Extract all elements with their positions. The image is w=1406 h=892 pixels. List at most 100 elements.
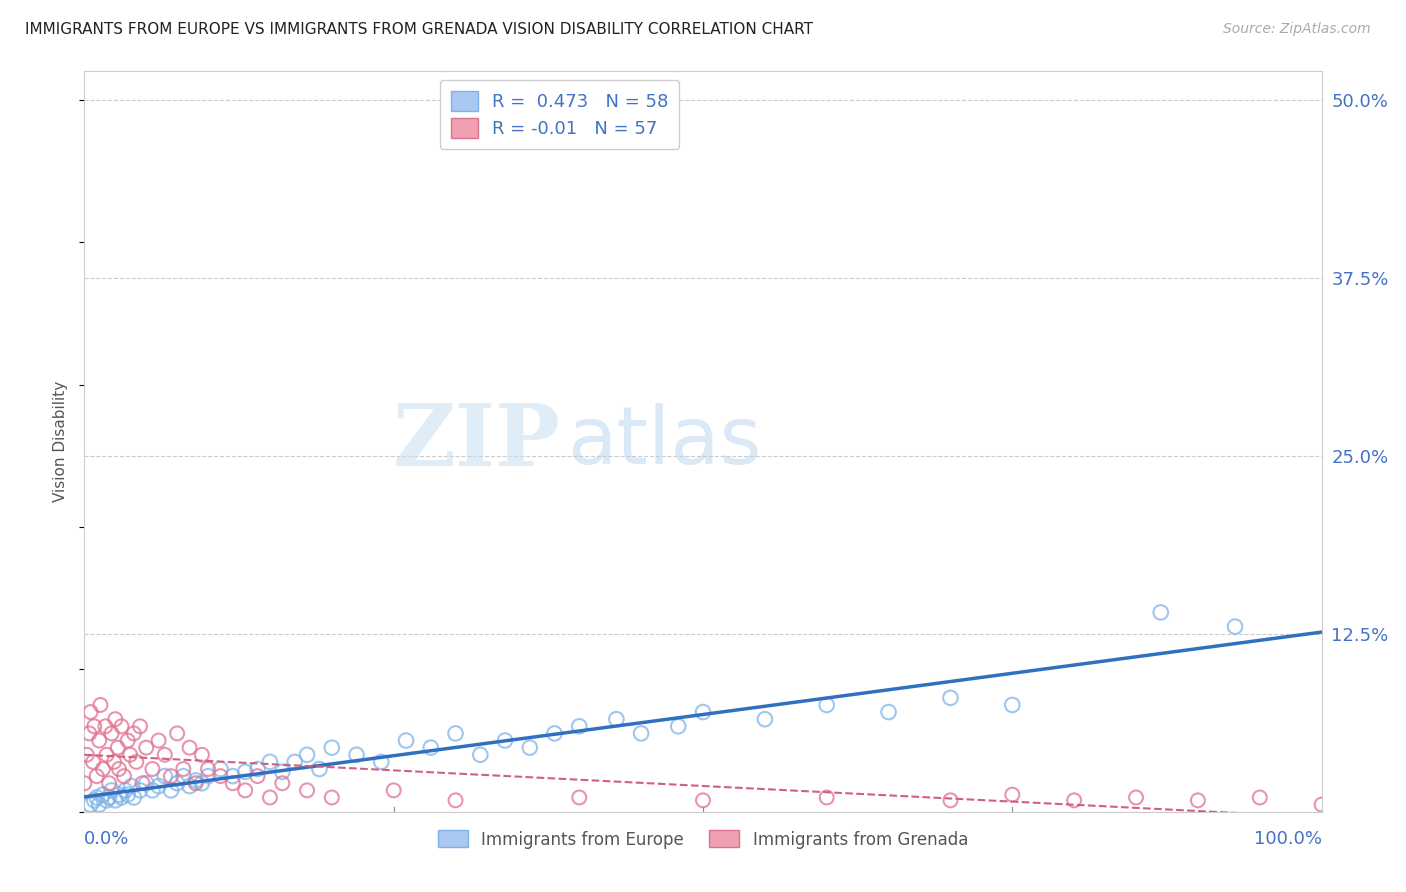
Point xyxy=(346,747,368,762)
Point xyxy=(179,779,201,793)
Point xyxy=(419,740,441,755)
Point xyxy=(120,779,142,793)
Point xyxy=(1001,698,1024,712)
Point xyxy=(191,747,214,762)
Point xyxy=(382,783,405,797)
Point xyxy=(131,776,153,790)
Point xyxy=(815,698,838,712)
Point xyxy=(148,733,170,747)
Point xyxy=(100,783,122,797)
Point xyxy=(815,790,838,805)
Point xyxy=(89,698,111,712)
Point xyxy=(89,733,111,747)
Point xyxy=(96,747,118,762)
Point xyxy=(104,712,127,726)
Point xyxy=(114,783,136,797)
Point xyxy=(191,776,214,790)
Point xyxy=(108,788,131,802)
Point xyxy=(284,755,307,769)
Point xyxy=(86,769,108,783)
Point xyxy=(141,783,163,797)
Point xyxy=(108,762,131,776)
Point xyxy=(308,762,330,776)
Point xyxy=(197,769,219,783)
Point xyxy=(184,773,207,788)
Point xyxy=(100,726,122,740)
Point xyxy=(1187,793,1209,807)
Point xyxy=(295,783,318,797)
Text: 0.0%: 0.0% xyxy=(84,830,129,848)
Point xyxy=(246,762,269,776)
Text: ZIP: ZIP xyxy=(392,400,561,483)
Point xyxy=(1125,790,1147,805)
Point xyxy=(370,755,392,769)
Point xyxy=(94,719,117,733)
Point xyxy=(91,788,114,802)
Point xyxy=(754,712,776,726)
Point xyxy=(79,726,101,740)
Point xyxy=(110,790,132,805)
Point xyxy=(494,733,516,747)
Text: IMMIGRANTS FROM EUROPE VS IMMIGRANTS FROM GRENADA VISION DISABILITY CORRELATION : IMMIGRANTS FROM EUROPE VS IMMIGRANTS FRO… xyxy=(25,22,813,37)
Point xyxy=(110,719,132,733)
Point xyxy=(321,740,343,755)
Point xyxy=(877,705,900,719)
Point xyxy=(295,747,318,762)
Point xyxy=(79,705,101,719)
Point xyxy=(148,779,170,793)
Point xyxy=(271,776,294,790)
Point xyxy=(135,740,157,755)
Point xyxy=(209,769,232,783)
Point xyxy=(179,740,201,755)
Point xyxy=(222,776,245,790)
Point xyxy=(184,776,207,790)
Point xyxy=(98,776,121,790)
Point xyxy=(89,797,111,812)
Text: atlas: atlas xyxy=(567,402,761,481)
Point xyxy=(470,747,492,762)
Point xyxy=(153,769,176,783)
Point xyxy=(568,790,591,805)
Point xyxy=(1223,619,1246,633)
Point xyxy=(1310,797,1333,812)
Point xyxy=(83,793,105,807)
Point xyxy=(129,783,152,797)
Point xyxy=(209,762,232,776)
Point xyxy=(666,719,689,733)
Point xyxy=(939,690,962,705)
Point xyxy=(939,793,962,807)
Point xyxy=(73,776,96,790)
Point xyxy=(692,793,714,807)
Point xyxy=(125,755,148,769)
Point xyxy=(259,790,281,805)
Point xyxy=(86,790,108,805)
Point xyxy=(259,755,281,769)
Point xyxy=(141,762,163,776)
Point xyxy=(233,783,256,797)
Point xyxy=(160,783,183,797)
Point xyxy=(543,726,565,740)
Point xyxy=(135,776,157,790)
Point xyxy=(166,726,188,740)
Point xyxy=(91,762,114,776)
Point xyxy=(1001,788,1024,802)
Point xyxy=(117,733,139,747)
Point xyxy=(96,793,118,807)
Point xyxy=(103,755,125,769)
Point xyxy=(98,790,121,805)
Point xyxy=(1063,793,1085,807)
Point xyxy=(233,764,256,779)
Point xyxy=(605,712,627,726)
Point xyxy=(76,747,98,762)
Y-axis label: Vision Disability: Vision Disability xyxy=(53,381,69,502)
Point xyxy=(83,719,105,733)
Point xyxy=(122,790,145,805)
Point xyxy=(122,726,145,740)
Point xyxy=(519,740,541,755)
Text: Source: ZipAtlas.com: Source: ZipAtlas.com xyxy=(1223,22,1371,37)
Point xyxy=(630,726,652,740)
Point xyxy=(120,747,142,762)
Point xyxy=(692,705,714,719)
Point xyxy=(82,755,104,769)
Point xyxy=(104,793,127,807)
